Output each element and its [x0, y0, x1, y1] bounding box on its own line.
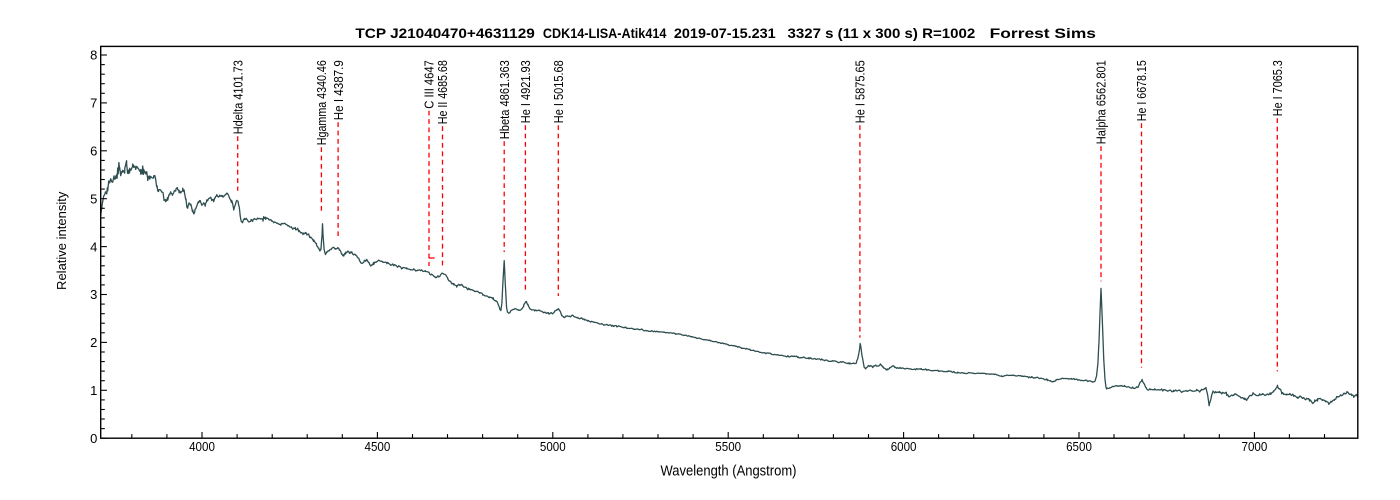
svg-text:5500: 5500	[715, 439, 741, 454]
svg-text:3: 3	[90, 287, 97, 302]
svg-text:He I 4387.9: He I 4387.9	[331, 60, 346, 120]
svg-text:Wavelength (Angstrom): Wavelength (Angstrom)	[661, 464, 797, 480]
svg-text:C III 4647: C III 4647	[422, 60, 437, 109]
svg-text:8: 8	[90, 48, 97, 63]
svg-text:5000: 5000	[540, 439, 566, 454]
svg-text:2019-07-15.231: 2019-07-15.231	[674, 25, 776, 41]
svg-text:6: 6	[90, 144, 97, 159]
svg-text:Forrest Sims: Forrest Sims	[990, 25, 1097, 41]
svg-text:Halpha 6562.801: Halpha 6562.801	[1094, 60, 1109, 144]
svg-text:1: 1	[90, 383, 97, 398]
svg-text:4: 4	[90, 239, 97, 254]
svg-text:6500: 6500	[1066, 439, 1092, 454]
svg-text:He I 4921.93: He I 4921.93	[518, 60, 533, 123]
svg-text:5: 5	[90, 191, 97, 206]
svg-text:He I 5015.68: He I 5015.68	[551, 60, 566, 123]
svg-text:He II 4685.68: He II 4685.68	[435, 60, 450, 124]
svg-text:3327 s (11 x 300 s) R=1002: 3327 s (11 x 300 s) R=1002	[788, 25, 976, 41]
svg-text:2: 2	[90, 335, 97, 350]
svg-text:He I 7065.3: He I 7065.3	[1270, 60, 1285, 116]
svg-text:Hdelta 4101.73: Hdelta 4101.73	[230, 60, 245, 134]
svg-text:Hgamma 4340.46: Hgamma 4340.46	[314, 60, 329, 145]
svg-text:7000: 7000	[1242, 439, 1268, 454]
svg-text:0: 0	[90, 431, 97, 446]
svg-text:6000: 6000	[891, 439, 917, 454]
svg-text:Hbeta 4861.363: Hbeta 4861.363	[497, 60, 512, 139]
svg-text:Relative intensity: Relative intensity	[54, 191, 69, 290]
svg-text:He I 5875.65: He I 5875.65	[853, 60, 868, 123]
svg-text:7: 7	[90, 96, 97, 111]
svg-text:CDK14-LISA-Atik414: CDK14-LISA-Atik414	[543, 25, 667, 41]
svg-text:4500: 4500	[365, 439, 391, 454]
svg-text:He I 6678.15: He I 6678.15	[1134, 60, 1149, 121]
svg-text:TCP J21040470+4631129: TCP J21040470+4631129	[355, 25, 535, 41]
svg-text:4000: 4000	[189, 439, 215, 454]
